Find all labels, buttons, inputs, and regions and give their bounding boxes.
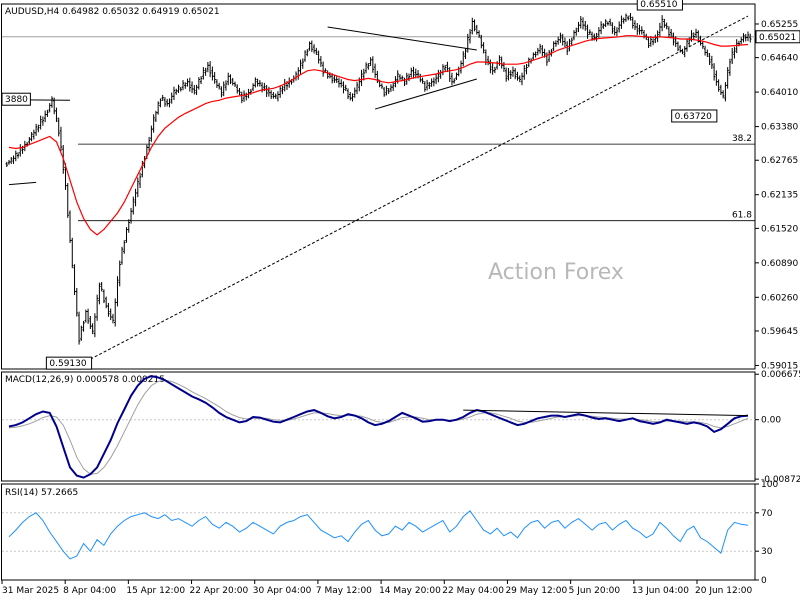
time-axis-label: 15 Apr 12:00: [126, 586, 185, 596]
moving-average-line: [8, 35, 749, 236]
macd-main-line: [8, 375, 749, 479]
price-annotation-box: [671, 109, 718, 123]
price-axis-label: 0.59645: [761, 327, 798, 337]
price-annotation-label: 0.63720: [675, 112, 712, 122]
current-price-tag: [755, 30, 800, 44]
rsi-frame: [1, 483, 756, 581]
rsi-title: RSI(14) 57.2665: [5, 488, 78, 498]
macd-signal-line: [8, 379, 749, 475]
trendline: [374, 78, 477, 110]
trendline: [8, 181, 37, 186]
time-axis-label: 30 Apr 04:00: [253, 586, 312, 596]
rsi-axis-label: 0: [761, 576, 767, 586]
rsi-panel: RSI(14) 57.2665: [2, 488, 755, 560]
price-axis-label: 0.59015: [761, 361, 798, 371]
macd-axis-label: -0.008724: [761, 475, 800, 485]
trendline: [327, 26, 477, 51]
current-price-label: 0.65021: [759, 33, 796, 43]
fibonacci-label: 38.2: [732, 134, 752, 144]
rsi-line: [8, 510, 749, 560]
time-axis-label: 20 Jun 12:00: [695, 586, 752, 596]
price-axis-label: 0.62135: [761, 191, 798, 201]
time-axis-label: 29 May 12:00: [505, 586, 567, 596]
rsi-axis-label: 100: [761, 480, 778, 490]
fibonacci-label: 61.8: [732, 211, 752, 221]
macd-frame: [1, 371, 756, 482]
price-axis-label: 0.62765: [761, 156, 798, 166]
price-annotation-box: [636, 0, 683, 11]
price-annotation-label: 3880: [5, 95, 28, 105]
price-axis-label: 0.64010: [761, 88, 798, 98]
price-frame: [1, 3, 756, 370]
rsi-axis-label: 70: [761, 509, 773, 519]
price-axis-label: 0.64640: [761, 54, 798, 64]
axes: 0.65255 0.64640 0.64010 0.63380 0.62765 0.621…: [1, 20, 800, 596]
price-axis-label: 0.63380: [761, 123, 798, 133]
price-axis-label: 0.60890: [761, 259, 798, 269]
price-annotation-box: [45, 356, 93, 370]
macd-title: MACD(12,26,9) 0.000578 0.000215: [5, 375, 165, 385]
time-axis-label: 5 Jun 20:00: [569, 586, 621, 596]
macd-trendline: [463, 409, 749, 417]
time-axis-label: 7 May 12:00: [316, 586, 372, 596]
macd-axis-label: 0.006675: [761, 370, 800, 380]
price-annotation-label: 0.59130: [49, 359, 86, 369]
time-axis-label: 22 May 04:00: [442, 586, 504, 596]
panel-frames: [1, 3, 756, 581]
symbol-header: AUDUSD,H4 0.64982 0.65032 0.64919 0.6502…: [5, 7, 220, 17]
price-annotation-box: [1, 92, 31, 106]
time-axis-label: 22 Apr 20:00: [190, 586, 249, 596]
price-axis-label: 0.65255: [761, 20, 798, 30]
trendline: [90, 15, 749, 360]
price-axis-label: 0.61520: [761, 224, 798, 234]
rsi-axis-label: 30: [761, 547, 773, 557]
price-annotation-label: 0.65510: [640, 0, 677, 10]
time-axis-label: 31 Mar 2025: [2, 586, 59, 596]
time-axis-label: 14 May 20:00: [379, 586, 441, 596]
price-panel: 38.2 61.8 0.65510 0.63720 0.59130 3880: [1, 0, 755, 370]
time-axis-label: 13 Jun 04:00: [632, 586, 689, 596]
macd-panel: MACD(12,26,9) 0.000578 0.000215: [2, 375, 755, 479]
time-axis-label: 8 Apr 04:00: [63, 586, 116, 596]
macd-axis-label: 0.00: [761, 416, 781, 426]
price-axis-label: 0.60260: [761, 293, 798, 303]
watermark: Action Forex: [488, 260, 624, 285]
